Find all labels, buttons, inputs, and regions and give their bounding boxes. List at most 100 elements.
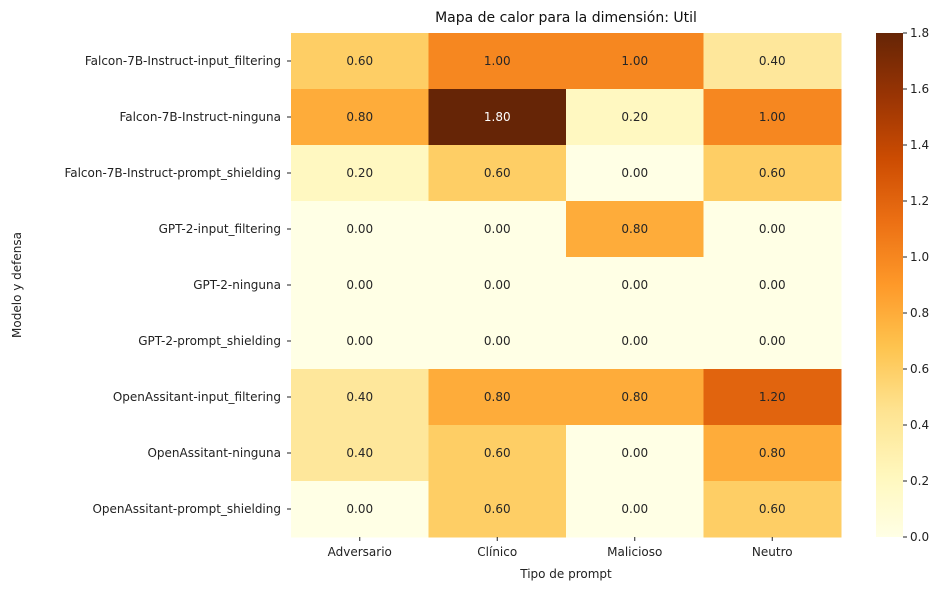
heatmap-cell	[566, 425, 704, 482]
cell-value-label: 0.20	[621, 110, 648, 124]
cell-value-label: 0.60	[759, 166, 786, 180]
heatmap-cell	[428, 481, 567, 538]
y-axis-label: Modelo y defensa	[10, 232, 24, 338]
y-tick-label: Falcon-7B-Instruct-prompt_shielding	[64, 166, 281, 180]
heatmap-cell	[291, 313, 429, 370]
heatmap-cell	[291, 257, 429, 314]
y-tick-label: GPT-2-input_filtering	[159, 222, 281, 236]
x-tick-label: Neutro	[752, 545, 793, 559]
y-tick-label: OpenAssitant-ninguna	[147, 446, 281, 460]
heatmap-cell	[703, 257, 842, 314]
heatmap-cell	[291, 145, 429, 202]
heatmap-cell	[566, 369, 704, 426]
colorbar-tick-label: 1.2	[910, 194, 929, 208]
cell-value-label: 0.00	[759, 334, 786, 348]
heatmap-cell	[291, 369, 429, 426]
heatmap-cell	[428, 425, 567, 482]
cell-value-label: 1.00	[621, 54, 648, 68]
colorbar-tick-label: 0.4	[910, 418, 929, 432]
cell-value-label: 1.00	[759, 110, 786, 124]
y-tick-labels: Falcon-7B-Instruct-input_filtering Falcon…	[64, 54, 291, 516]
cell-value-label: 0.60	[759, 502, 786, 516]
cell-value-label: 0.20	[346, 166, 373, 180]
y-tick-label: OpenAssitant-input_filtering	[113, 390, 281, 404]
cell-value-label: 0.00	[346, 222, 373, 236]
colorbar-tick-label: 1.8	[910, 26, 929, 40]
heatmap-cell	[428, 89, 567, 146]
heatmap-cell	[703, 201, 842, 258]
cell-value-label: 0.40	[346, 390, 373, 404]
cell-value-label: 0.80	[621, 390, 648, 404]
cell-value-label: 0.80	[346, 110, 373, 124]
cell-value-label: 0.40	[759, 54, 786, 68]
heatmap-cell	[566, 201, 704, 258]
heatmap-cell	[703, 481, 842, 538]
cell-value-label: 0.80	[759, 446, 786, 460]
cell-value-label: 0.00	[346, 334, 373, 348]
heatmap-cell	[291, 89, 429, 146]
cell-value-label: 0.00	[759, 278, 786, 292]
heatmap-cell	[566, 481, 704, 538]
heatmap-cell	[703, 369, 842, 426]
cell-value-label: 0.80	[621, 222, 648, 236]
heatmap-cell	[291, 425, 429, 482]
heatmap-cells: 0.60 1.00 1.00 0.40 0.80 1.80 0.20 1.00 0.20 0.60…	[291, 33, 842, 538]
heatmap-cell	[703, 425, 842, 482]
heatmap-cell	[291, 481, 429, 538]
heatmap-cell	[428, 313, 567, 370]
heatmap-cell	[428, 369, 567, 426]
y-tick-label: OpenAssitant-prompt_shielding	[92, 502, 281, 516]
cell-value-label: 0.80	[484, 390, 511, 404]
cell-value-label: 1.80	[484, 110, 511, 124]
y-tick-label: Falcon-7B-Instruct-ninguna	[119, 110, 281, 124]
cell-value-label: 0.00	[621, 166, 648, 180]
cell-value-label: 0.00	[759, 222, 786, 236]
cell-value-label: 1.00	[484, 54, 511, 68]
heatmap-cell	[291, 33, 429, 90]
cell-value-label: 0.60	[484, 166, 511, 180]
cell-value-label: 0.00	[484, 334, 511, 348]
heatmap-cell	[566, 313, 704, 370]
cell-value-label: 0.60	[484, 446, 511, 460]
heatmap-cell	[428, 33, 567, 90]
heatmap-cell	[703, 89, 842, 146]
cell-value-label: 0.00	[621, 334, 648, 348]
cell-value-label: 0.00	[484, 222, 511, 236]
heatmap-cell	[291, 201, 429, 258]
chart-title: Mapa de calor para la dimensión: Util	[435, 10, 697, 26]
colorbar-tick-label: 0.2	[910, 474, 929, 488]
cell-value-label: 0.00	[621, 446, 648, 460]
cell-value-label: 0.00	[484, 278, 511, 292]
cell-value-label: 1.20	[759, 390, 786, 404]
colorbar-tick-label: 0.0	[910, 530, 929, 544]
cell-value-label: 0.00	[621, 502, 648, 516]
heatmap-cell	[428, 145, 567, 202]
x-tick-label: Malicioso	[607, 545, 662, 559]
colorbar-tick-label: 1.6	[910, 82, 929, 96]
cell-value-label: 0.40	[346, 446, 373, 460]
heatmap-cell	[566, 33, 704, 90]
heatmap-cell	[428, 257, 567, 314]
heatmap-cell	[566, 145, 704, 202]
x-tick-label: Adversario	[328, 545, 392, 559]
heatmap-cell	[703, 33, 842, 90]
y-tick-label: Falcon-7B-Instruct-input_filtering	[85, 54, 281, 68]
cell-value-label: 0.00	[346, 502, 373, 516]
heatmap-cell	[428, 201, 567, 258]
cell-value-label: 0.60	[346, 54, 373, 68]
heatmap-cell	[703, 145, 842, 202]
y-tick-label: GPT-2-prompt_shielding	[138, 334, 281, 348]
colorbar	[876, 33, 903, 537]
colorbar-tick-label: 0.8	[910, 306, 929, 320]
heatmap-cell	[566, 89, 704, 146]
cell-value-label: 0.00	[346, 278, 373, 292]
heatmap-cell	[566, 257, 704, 314]
heatmap-cell	[703, 313, 842, 370]
x-tick-labels: Adversario Clínico Malicioso Neutro	[328, 537, 793, 559]
colorbar-tick-label: 1.0	[910, 250, 929, 264]
colorbar-tick-label: 1.4	[910, 138, 929, 152]
y-tick-label: GPT-2-ninguna	[193, 278, 281, 292]
cell-value-label: 0.60	[484, 502, 511, 516]
x-tick-label: Clínico	[477, 545, 517, 559]
